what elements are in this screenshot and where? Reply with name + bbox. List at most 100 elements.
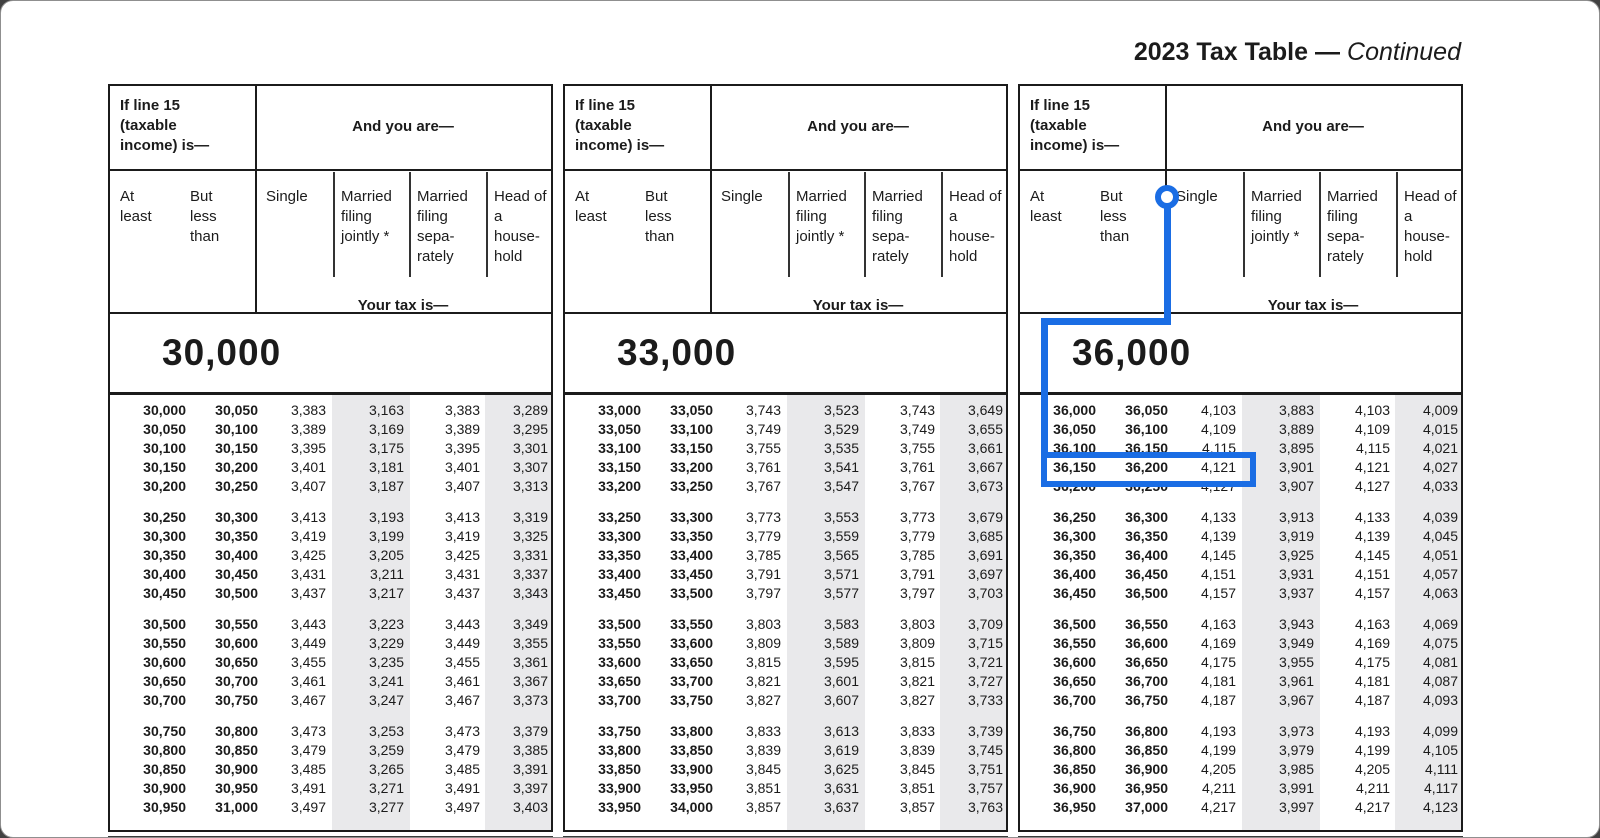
tax-amount-cell: 3,655 [967,421,1003,437]
income-range-cell: 36,250 [1053,509,1096,525]
income-range-cell: 30,400 [215,547,258,563]
tax-amount-cell: 3,803 [745,616,781,632]
income-range-cell: 33,500 [598,616,641,632]
tax-amount-cell: 3,373 [512,692,548,708]
and-you-are-label: And you are— [1262,118,1364,135]
tax-amount-cell: 4,087 [1422,673,1458,689]
table-row: 36,800 36,850 4,199 3,979 4,199 4,105 [1020,741,1461,760]
column-header-row: At least But less than Single Married fi… [110,171,551,314]
tax-amount-cell: 4,151 [1200,566,1236,582]
tax-amount-cell: 4,069 [1422,616,1458,632]
tax-amount-cell: 3,217 [368,585,404,601]
tax-amount-cell: 3,631 [823,780,859,796]
income-range-cell: 33,700 [670,673,713,689]
tax-amount-cell: 3,383 [290,402,326,418]
tax-amount-cell: 3,619 [823,742,859,758]
row-group: 33,000 33,050 3,743 3,523 3,743 3,649 33,050 33… [565,401,1006,496]
tax-amount-cell: 3,613 [823,723,859,739]
income-range-cell: 30,150 [143,459,186,475]
data-area: 33,000 33,050 3,743 3,523 3,743 3,649 33,050 33… [565,395,1006,830]
tax-amount-cell: 3,485 [290,761,326,777]
tax-amount-cell: 4,175 [1354,654,1390,670]
income-range-cell: 33,250 [670,478,713,494]
tax-amount-cell: 4,009 [1422,402,1458,418]
table-row: 33,000 33,050 3,743 3,523 3,743 3,649 [565,401,1006,420]
callout-circle-marker[interactable] [1155,185,1179,209]
tax-amount-cell: 3,679 [967,509,1003,525]
tax-amount-cell: 3,955 [1278,654,1314,670]
table-row: 30,850 30,900 3,485 3,265 3,485 3,391 [110,760,551,779]
callout-line-horizontal-icon [1041,318,1171,325]
table-row: 30,150 30,200 3,401 3,181 3,401 3,307 [110,458,551,477]
col-header-at-least: At least [1030,188,1062,225]
tax-amount-cell: 4,181 [1200,673,1236,689]
column-header-row: At least But less than Single Married fi… [1020,171,1461,314]
income-range-cell: 36,350 [1125,528,1168,544]
table-row: 33,500 33,550 3,803 3,583 3,803 3,709 [565,615,1006,634]
table-row: 30,950 31,000 3,497 3,277 3,497 3,403 [110,798,551,817]
tax-amount-cell: 3,773 [745,509,781,525]
income-range-cell: 33,100 [670,421,713,437]
row-group: 33,500 33,550 3,803 3,583 3,803 3,709 33,550 33… [565,615,1006,710]
callout-highlight-rect[interactable] [1041,452,1256,487]
income-range-cell: 33,350 [598,547,641,563]
table-row: 36,250 36,300 4,133 3,913 4,133 4,039 [1020,508,1461,527]
col-header-but-less-than: But less than [190,188,220,245]
income-header-label: If line 15 (taxable income) is— [1030,97,1120,154]
divider [255,86,257,314]
tax-amount-cell: 3,803 [899,616,935,632]
tax-amount-cell: 3,785 [899,547,935,563]
table-row: 30,600 30,650 3,455 3,235 3,455 3,361 [110,653,551,672]
tax-amount-cell: 4,163 [1354,616,1390,632]
table-row: 33,650 33,700 3,821 3,601 3,821 3,727 [565,672,1006,691]
tax-amount-cell: 4,169 [1200,635,1236,651]
table-row: 36,700 36,750 4,187 3,967 4,187 4,093 [1020,691,1461,710]
income-range-cell: 33,250 [598,509,641,525]
income-range-cell: 30,650 [143,673,186,689]
tax-amount-cell: 4,103 [1354,402,1390,418]
col-header-head-of-household: Head of a house- hold [1404,188,1457,265]
table-row: 30,550 30,600 3,449 3,229 3,449 3,355 [110,634,551,653]
table-row: 36,050 36,100 4,109 3,889 4,109 4,015 [1020,420,1461,439]
next-section-edge [563,836,1008,837]
row-group: 33,250 33,300 3,773 3,553 3,773 3,679 33,300 33… [565,508,1006,603]
income-range-cell: 36,100 [1125,421,1168,437]
tax-amount-cell: 3,827 [745,692,781,708]
shaded-band-head-of-household [485,395,551,830]
your-tax-is-label: Your tax is— [357,297,449,314]
tax-amount-cell: 3,271 [368,780,404,796]
income-range-cell: 30,850 [143,761,186,777]
tax-amount-cell: 3,571 [823,566,859,582]
tax-amount-cell: 3,295 [512,421,548,437]
tax-amount-cell: 3,913 [1278,509,1314,525]
tax-amount-cell: 3,809 [899,635,935,651]
tax-amount-cell: 4,057 [1422,566,1458,582]
table-row: 36,900 36,950 4,211 3,991 4,211 4,117 [1020,779,1461,798]
tax-amount-cell: 3,383 [444,402,480,418]
table-row: 30,650 30,700 3,461 3,241 3,461 3,367 [110,672,551,691]
tax-amount-cell: 3,985 [1278,761,1314,777]
tax-amount-cell: 3,407 [290,478,326,494]
tax-amount-cell: 3,401 [444,459,480,475]
income-range-cell: 36,650 [1125,654,1168,670]
income-range-cell: 36,650 [1053,673,1096,689]
table-row: 36,600 36,650 4,175 3,955 4,175 4,081 [1020,653,1461,672]
income-range-cell: 30,500 [215,585,258,601]
tax-amount-cell: 3,883 [1278,402,1314,418]
col-header-married-filing-jointly: Married filing jointly * [796,188,847,245]
next-section-edge [1018,836,1463,837]
tax-amount-cell: 3,367 [512,673,548,689]
income-range-cell: 36,800 [1053,742,1096,758]
page-title: 2023 Tax Table — Continued [1134,38,1461,67]
tax-amount-cell: 3,583 [823,616,859,632]
tax-amount-cell: 3,425 [290,547,326,563]
income-range-cell: 36,600 [1125,635,1168,651]
tax-amount-cell: 3,749 [899,421,935,437]
income-range-cell: 36,150 [1053,459,1096,475]
tax-amount-cell: 3,265 [368,761,404,777]
tax-amount-cell: 3,467 [444,692,480,708]
tax-amount-cell: 3,175 [368,440,404,456]
income-range-cell: 30,200 [215,459,258,475]
tax-amount-cell: 3,779 [745,528,781,544]
